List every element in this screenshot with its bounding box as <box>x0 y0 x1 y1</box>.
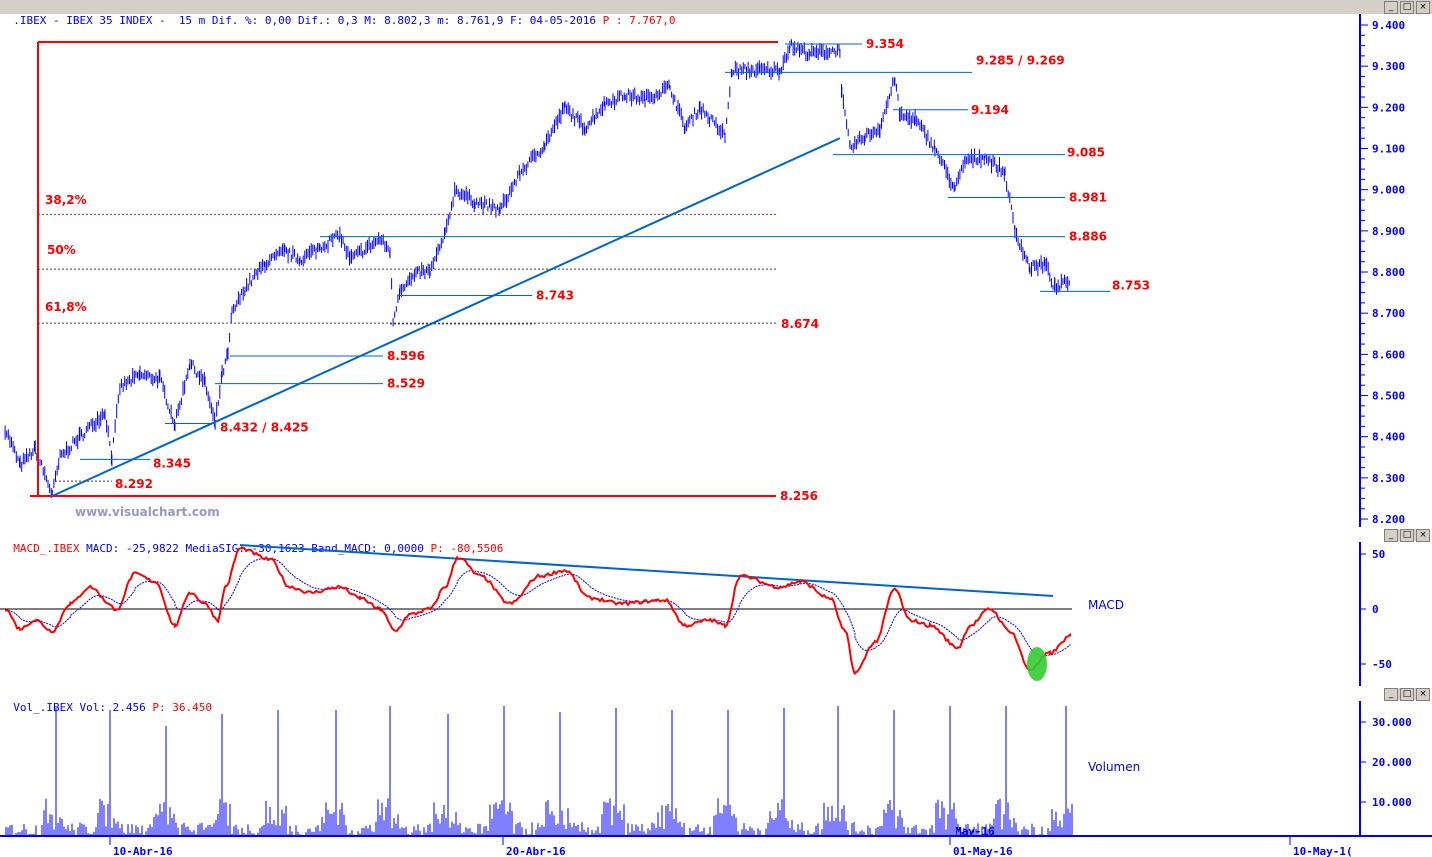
price-tick-label: 9.300 <box>1372 60 1405 73</box>
level-label: 9.085 <box>1067 146 1105 160</box>
volume-label: Volumen <box>1088 760 1140 774</box>
price-tick-label: 8.300 <box>1372 472 1405 485</box>
level-label: 8.292 <box>115 477 153 491</box>
volume-name: Vol_.IBEX <box>13 701 73 714</box>
price-tick-label: 9.400 <box>1372 19 1405 32</box>
fibonacci-label: 61,8% <box>45 300 87 314</box>
macd-tick-label: 0 <box>1372 603 1379 616</box>
macd-signal-line <box>5 558 1071 657</box>
macd-close-button[interactable]: × <box>1416 529 1430 542</box>
level-label: 8.432 / 8.425 <box>220 421 309 435</box>
macd-price-readout: P: -80,5506 <box>430 542 504 555</box>
price-tick-label: 8.700 <box>1372 307 1405 320</box>
minimize-button[interactable]: _ <box>1384 1 1398 14</box>
macd-highlight-ellipse <box>1027 647 1047 681</box>
macd-label: MACD <box>1088 598 1124 612</box>
macd-values: MACD: -25,9822 MediaSIG: -30,1623 Band_M… <box>86 542 424 555</box>
level-label: 8.886 <box>1069 230 1107 244</box>
level-label: 8.674 <box>781 317 819 331</box>
price-tick-label: 8.600 <box>1372 348 1405 361</box>
fibonacci-label: 38,2% <box>45 193 87 207</box>
macd-line <box>5 546 1071 675</box>
price-tick-label: 9.000 <box>1372 184 1405 197</box>
maximize-button[interactable]: □ <box>1400 1 1414 14</box>
level-label: 8.743 <box>536 288 574 302</box>
level-label: 8.256 <box>780 489 818 503</box>
macd-tick-label: 50 <box>1372 548 1385 561</box>
close-button[interactable]: × <box>1416 1 1430 14</box>
price-panel-header: .IBEX - IBEX 35 INDEX - 15 m Dif. %: 0,0… <box>0 0 1432 27</box>
x-tick-label: 01-May-16 <box>953 845 1013 857</box>
volume-price-readout: P: 36.450 <box>152 701 212 714</box>
macd-panel-header: MACD_.IBEX MACD: -25,9822 MediaSIG: -30,… <box>0 528 1432 555</box>
level-label: 8.529 <box>387 377 425 391</box>
macd-window-controls: _ □ × <box>1384 529 1430 542</box>
window-controls: _ □ × <box>1384 1 1430 14</box>
price-readout: P : 7.767,0 <box>602 14 676 27</box>
x-tick-label: 10-Abr-16 <box>113 845 173 857</box>
volume-window-controls: _ □ × <box>1384 688 1430 701</box>
price-tick-label: 8.900 <box>1372 225 1405 238</box>
symbol-title: .IBEX - IBEX 35 INDEX - 15 m Dif. %: 0,0… <box>13 14 597 27</box>
volume-tick-label: 20.000 <box>1372 756 1412 769</box>
price-tick-label: 9.200 <box>1372 101 1405 114</box>
macd-name: MACD_.IBEX <box>13 542 80 555</box>
volume-values: Vol: 2.456 <box>79 701 146 714</box>
volume-minimize-button[interactable]: _ <box>1384 688 1398 701</box>
volume-panel-header: Vol_.IBEX Vol: 2.456 P: 36.450 _ □ × <box>0 687 1432 714</box>
volume-bars <box>5 706 1073 836</box>
support-trendline <box>51 137 841 497</box>
price-series <box>4 39 1070 498</box>
price-tick-label: 8.400 <box>1372 431 1405 444</box>
x-tick-label: 20-Abr-16 <box>506 845 566 857</box>
level-label: 9.194 <box>971 103 1009 117</box>
level-label: 8.753 <box>1112 278 1150 292</box>
price-tick-label: 8.800 <box>1372 266 1405 279</box>
macd-minimize-button[interactable]: _ <box>1384 529 1398 542</box>
level-label: 8.345 <box>153 456 191 470</box>
volume-overlay-label: May-16 <box>955 825 995 838</box>
macd-tick-label: -50 <box>1372 658 1392 671</box>
volume-tick-label: 30.000 <box>1372 716 1412 729</box>
volume-close-button[interactable]: × <box>1416 688 1430 701</box>
watermark: www.visualchart.com <box>75 505 220 519</box>
level-label: 8.981 <box>1069 191 1107 205</box>
price-tick-label: 8.200 <box>1372 513 1405 526</box>
volume-tick-label: 10.000 <box>1372 796 1412 809</box>
price-tick-label: 9.100 <box>1372 143 1405 156</box>
level-label: 9.285 / 9.269 <box>976 53 1065 67</box>
volume-maximize-button[interactable]: □ <box>1400 688 1414 701</box>
level-label: 9.354 <box>866 37 904 51</box>
fibonacci-label: 50% <box>47 243 76 257</box>
price-tick-label: 8.500 <box>1372 390 1405 403</box>
x-tick-label: 10-May-1( <box>1293 845 1353 857</box>
level-label: 8.596 <box>387 349 425 363</box>
macd-maximize-button[interactable]: □ <box>1400 529 1414 542</box>
